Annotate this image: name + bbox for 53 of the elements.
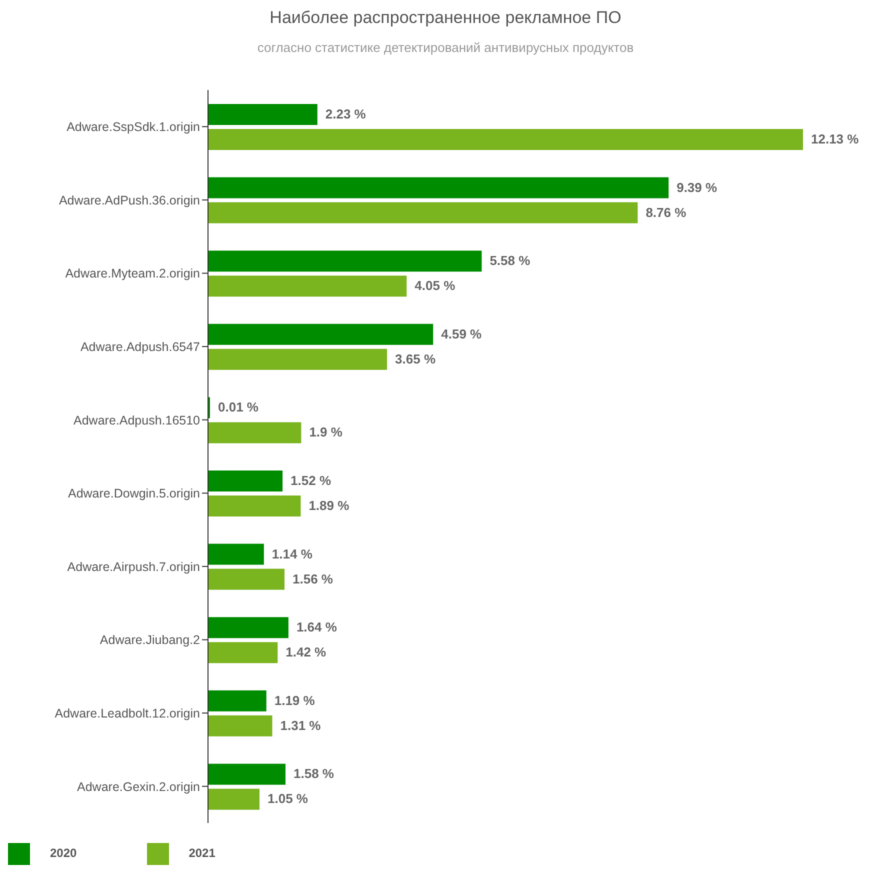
data-label: 9.39 % [676,180,718,195]
data-label: 1.89 % [308,498,350,513]
data-label: 8.76 % [646,204,687,220]
bar [208,129,803,150]
data-label: 1.31 % [280,718,322,733]
y-tick-label: Adware.Adpush.6547 [80,340,200,354]
chart-title: Наиболее распространенное рекламное ПО [268,8,622,28]
legend-label: 2021 [188,846,216,860]
data-label: 1.64 % [296,620,338,635]
y-tick-label: Adware.Airpush.7.origin [67,560,200,574]
data-label: 1.56 % [292,571,334,586]
y-tick-label: Adware.Myteam.2.origin [65,266,200,281]
bar [208,276,407,297]
y-tick-label: Adware.Jiubang.2 [100,633,200,648]
y-tick-label: Adware.Dowgin.5.origin [68,486,200,501]
bar [208,642,278,664]
bar [208,422,302,444]
bar [208,324,434,345]
bar [208,715,272,736]
data-label: 1.14 % [272,546,313,562]
bar [208,568,285,590]
bar [208,788,260,810]
bar [208,177,669,198]
data-label: 1.42 % [286,644,327,660]
data-label: 2.23 % [325,106,366,122]
bar [208,470,283,492]
bar [208,544,264,565]
bar [208,496,301,516]
bar [208,202,638,224]
data-label: 5.58 % [490,253,531,268]
y-tick-label: Adware.Leadbolt.12.origin [54,706,200,720]
y-tick-label: Adware.Adpush.16510 [74,413,200,428]
bar [208,764,286,785]
y-tick-label: Adware.Gexin.2.origin [77,780,200,794]
bar [208,104,318,125]
data-label: 1.9 % [309,424,343,440]
y-tick-label: Adware.AdPush.36.origin [58,193,200,208]
bar [208,250,482,272]
data-label: 1.52 % [290,473,332,488]
bar [208,348,388,370]
data-label: 1.58 % [294,766,334,782]
data-label: 4.59 % [441,326,482,342]
legend-label: 2020 [50,846,77,860]
data-label: 0.01 % [218,400,259,415]
chart-subtitle: согласно статистике детектирований антивирусных продуктов [256,40,635,55]
data-label: 4.05 % [414,278,456,294]
data-label: 3.65 % [395,351,436,366]
y-tick-label: Adware.SspSdk.1.origin [66,120,200,134]
bar [208,690,266,712]
data-label: 12.13 % [811,132,860,146]
data-label: 1.19 % [274,692,316,708]
bar [208,617,288,638]
data-label: 1.05 % [268,791,308,806]
